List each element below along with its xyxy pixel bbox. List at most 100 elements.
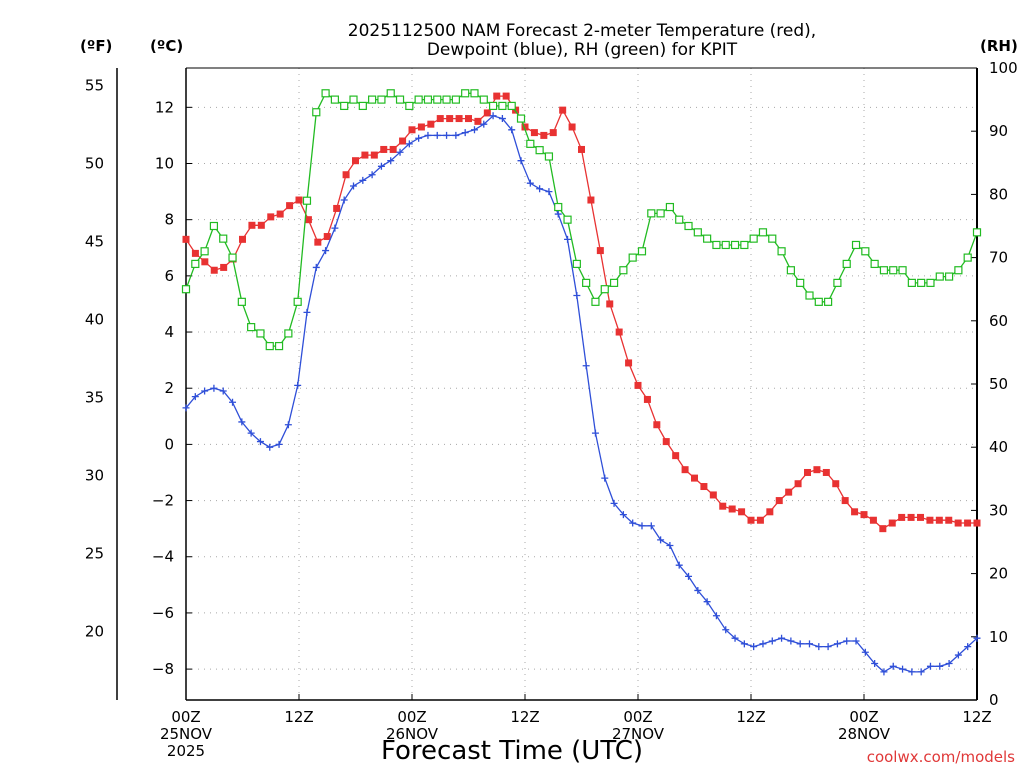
temperature-point [917,513,924,521]
source-credit: coolwx.com/models [867,748,1015,766]
rh-point [386,89,395,98]
x-axis-title: Forecast Time (UTC) [381,736,643,766]
rh-point [861,247,870,256]
celsius-tick-label: −4 [152,548,174,566]
temperature-point [389,145,397,153]
dewpoint-point [508,126,516,134]
dewpoint-point [657,536,665,544]
dewpoint-point [396,148,404,156]
temperature-point [483,109,491,117]
temperature-point [286,202,294,210]
celsius-tick-label: −6 [152,604,174,622]
grid-lines [186,68,977,700]
rh-tick-label: 90 [989,122,1008,140]
temperature-point [728,505,736,513]
dewpoint-point [619,511,627,519]
dewpoint-point [359,176,367,184]
rh-point [274,341,284,351]
x-tick-label: 00Z [849,708,878,726]
rh-point [377,95,386,104]
fahrenheit-unit-label: (ºF) [80,37,112,55]
rh-point [637,247,647,256]
celsius-tick-label: 8 [164,211,174,229]
temperature-point [342,171,350,179]
dewpoint-point [191,393,199,401]
temperature-point [465,115,472,123]
dewpoint-point [591,429,599,437]
dewpoint-point [433,131,441,139]
x-tick-label: 28NOV [838,725,891,743]
temperature-point [766,508,774,516]
rh-tick-label: 10 [989,628,1008,646]
dewpoint-point [368,171,376,179]
dewpoint-point [247,429,255,437]
rh-point [609,278,619,287]
fahrenheit-tick-label: 25 [85,545,104,563]
dewpoint-point [805,640,813,648]
temperature-point [540,131,548,139]
rh-point [665,202,675,212]
dewpoint-point [824,643,832,651]
rh-point [749,234,758,243]
dewpoint-point [852,637,860,645]
temperature-point [860,511,868,519]
dewpoint-series [182,112,981,676]
dewpoint-point [685,572,693,580]
rh-point [740,240,749,250]
rh-point [209,221,219,231]
x-tick-label: 12Z [284,708,313,726]
dewpoint-point [926,662,934,670]
dewpoint-point [424,131,432,139]
rh-point [768,234,777,243]
dewpoint-point [945,659,953,667]
rh-tick-label: 100 [989,59,1018,77]
temperature-point [201,258,209,266]
rh-point [293,297,302,306]
rh-point [935,272,944,281]
temperature-point [643,395,651,403]
dewpoint-point [545,188,553,196]
rh-point [591,297,600,306]
temperature-point [964,519,972,527]
celsius-tick-label: 10 [155,155,174,173]
rh-point [340,101,349,111]
temperature-point [719,502,727,510]
dewpoint-point [331,224,339,232]
dewpoint-point [908,668,916,676]
rh-point [488,101,498,111]
celsius-tick-label: 12 [155,98,174,116]
temperature-point [559,106,567,114]
rh-point [544,152,554,161]
dewpoint-point [778,634,786,642]
rh-point [368,95,377,104]
dewpoint-point [740,640,748,648]
temperature-point [446,115,454,123]
dewpoint-point [675,561,683,569]
temperature-point [785,488,793,496]
temperature-point [352,157,359,165]
rh-point [954,266,963,275]
temperature-point [653,421,661,429]
temperature-point [794,480,802,488]
rh-point [423,95,433,104]
rh-point [554,202,563,212]
rh-point [796,278,805,287]
dewpoint-point [843,637,851,645]
rh-point [247,323,256,332]
rh-point [963,253,972,262]
dewpoint-point [489,112,497,120]
rh-point [824,297,833,306]
rh-point [442,95,451,104]
dewpoint-point [833,640,841,648]
dewpoint-point [387,157,395,165]
temperature-point [832,480,840,488]
rh-point [582,278,591,287]
rh-point [619,266,628,275]
temperature-point [869,516,877,524]
rh-point [870,259,879,269]
fahrenheit-tick-label: 50 [85,155,104,173]
temperature-point [380,145,388,153]
rh-point [842,259,851,269]
temperature-point [314,238,322,246]
dewpoint-point [182,404,190,412]
